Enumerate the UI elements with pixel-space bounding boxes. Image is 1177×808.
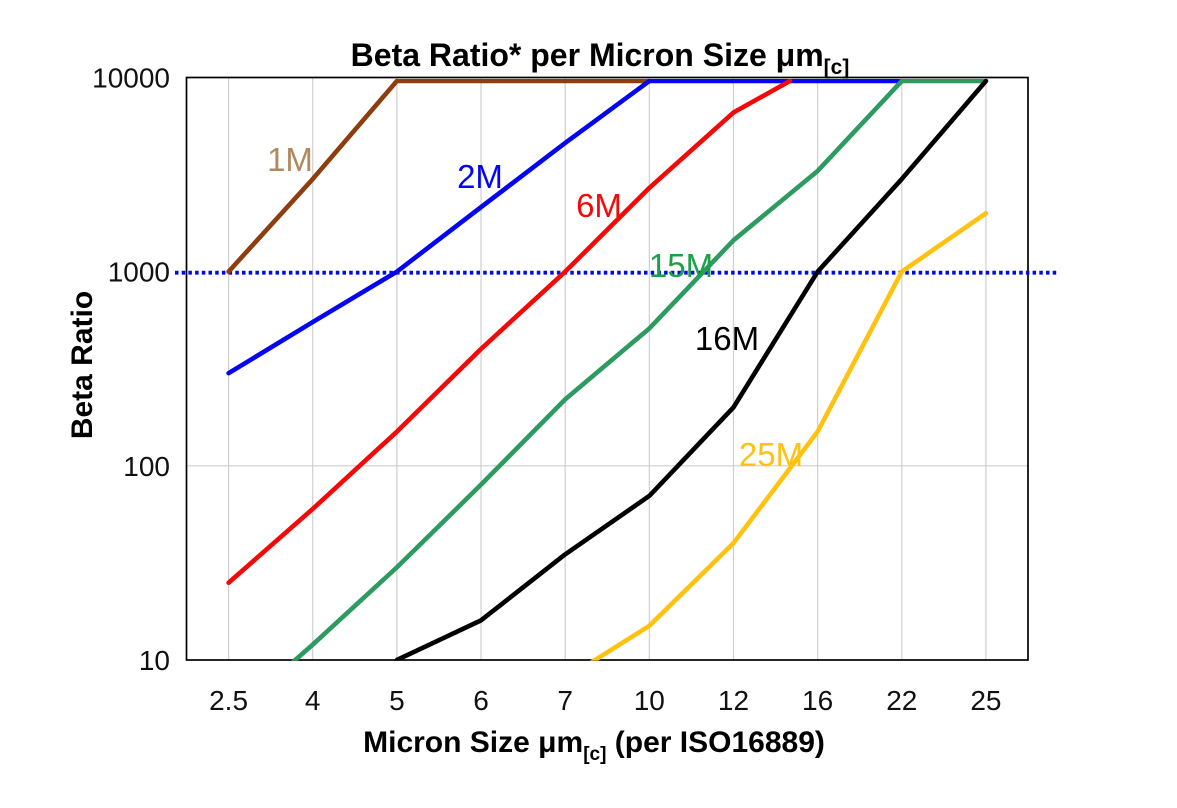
- x-axis-title-subscript: [c]: [583, 744, 606, 765]
- x-tick-label: 5: [389, 685, 405, 716]
- series-label-15M: 15M: [649, 247, 713, 284]
- x-tick-label: 25: [970, 685, 1001, 716]
- series-line-25M: [589, 210, 989, 661]
- x-axis-title-main: Micron Size μm: [363, 726, 583, 759]
- x-tick-label: 22: [886, 685, 917, 716]
- series-line-15M: [291, 79, 989, 661]
- y-tick-label: 1000: [108, 257, 170, 288]
- series-label-6M: 6M: [576, 187, 622, 224]
- x-tick-label: 12: [718, 685, 749, 716]
- chart-title: Beta Ratio* per Micron Size μm[c]: [351, 37, 850, 79]
- x-tick-label: 10: [634, 685, 665, 716]
- x-axis-title-post: (per ISO16889): [606, 726, 824, 759]
- series-line-6M: [226, 79, 793, 586]
- series-line-1M: [226, 79, 652, 274]
- chart-title-main: Beta Ratio* per Micron Size μm: [351, 37, 824, 73]
- x-tick-label: 4: [305, 685, 321, 716]
- y-tick-label: 10000: [92, 63, 170, 94]
- y-axis-tick-labels: 10000 1000 100 10: [92, 63, 170, 677]
- series-line-16M: [394, 79, 989, 661]
- x-tick-label: 7: [557, 685, 573, 716]
- series-label-2M: 2M: [457, 158, 503, 195]
- series-labels: 1M 2M 6M 15M 16M 25M: [267, 141, 803, 473]
- plot-border: [185, 76, 1029, 661]
- x-axis-tick-labels: 2.5 4 5 6 7 10 12 16 22 25: [209, 685, 1001, 716]
- series-label-25M: 25M: [739, 436, 803, 473]
- y-tick-label: 10: [139, 645, 170, 676]
- x-tick-label: 2.5: [209, 685, 248, 716]
- y-axis-title: Beta Ratio: [66, 291, 99, 439]
- x-tick-label: 6: [473, 685, 489, 716]
- series-label-16M: 16M: [695, 320, 759, 357]
- chart-title-subscript: [c]: [824, 56, 850, 79]
- series-lines: [226, 79, 989, 661]
- gridlines: [186, 77, 1028, 660]
- series-label-1M: 1M: [267, 141, 313, 178]
- x-axis-title: Micron Size μm[c] (per ISO16889): [363, 726, 825, 765]
- x-tick-label: 16: [802, 685, 833, 716]
- y-tick-label: 100: [123, 451, 170, 482]
